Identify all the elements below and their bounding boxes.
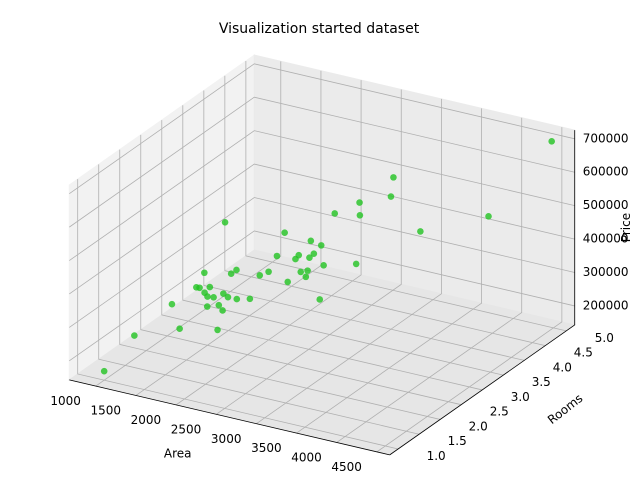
grid-line [69, 96, 575, 228]
y-tick-label: 1.0 [427, 449, 446, 463]
y-axis [389, 324, 575, 456]
grid-line [245, 61, 567, 332]
point [320, 262, 327, 269]
point [281, 229, 288, 237]
point [246, 295, 254, 303]
point [176, 325, 183, 333]
y-tick-label: 3.5 [532, 375, 551, 389]
point [310, 250, 318, 258]
point [201, 269, 208, 277]
point [214, 326, 221, 334]
point [304, 267, 311, 274]
point [297, 268, 305, 276]
point [131, 332, 138, 339]
point [387, 193, 395, 200]
grid-line [119, 149, 441, 420]
point [233, 295, 241, 303]
point [284, 278, 292, 286]
x-tick-label: 4500 [331, 460, 362, 474]
grid-line [336, 117, 523, 443]
x-tick-label: 3500 [251, 441, 282, 455]
z-tick-label: 200000 [583, 298, 629, 312]
point [356, 211, 364, 219]
point [221, 218, 229, 226]
y-axis-label: Rooms [545, 391, 585, 427]
point [215, 301, 223, 309]
grid-line [256, 98, 442, 425]
z-tick-label: 700000 [583, 131, 629, 145]
point [100, 367, 108, 375]
y-tick-label: 2.0 [469, 419, 488, 433]
grid-line [69, 230, 575, 362]
point [485, 213, 492, 220]
y-tick-label: 2.5 [490, 405, 509, 419]
grid-line [182, 105, 504, 376]
z-tick-label: 400000 [583, 232, 629, 246]
grid-line [98, 164, 420, 435]
grid-line [296, 108, 482, 434]
point [316, 296, 324, 303]
point [317, 242, 325, 249]
x-axis-label: Area [164, 446, 192, 460]
z-tick-label: 300000 [583, 265, 629, 279]
point [196, 284, 203, 292]
point [203, 303, 211, 310]
z-tick-label: 600000 [583, 165, 629, 179]
point [302, 273, 310, 281]
point [548, 138, 555, 145]
grid-line [376, 127, 563, 453]
point [265, 268, 272, 276]
x-axis [69, 379, 390, 456]
point [201, 289, 208, 296]
y-tick-label: 3.0 [511, 390, 530, 404]
x-tick-label: 1000 [50, 394, 81, 408]
point [417, 228, 424, 235]
grid-line [69, 197, 575, 328]
point [168, 300, 176, 308]
grid-line [69, 63, 575, 195]
y-tick-label: 4.5 [574, 346, 593, 360]
grid-line [224, 75, 546, 347]
grid-line [69, 130, 575, 261]
grid-line [203, 90, 525, 361]
grid-line [77, 179, 399, 450]
x-tick-label: 4000 [291, 451, 322, 465]
y-tick-label: 5.0 [595, 331, 614, 345]
x-tick-label: 3000 [211, 432, 242, 446]
point [356, 199, 363, 206]
point [352, 260, 360, 268]
point [273, 252, 281, 260]
point [295, 251, 303, 259]
grid-line [161, 120, 483, 391]
y-tick-label: 4.0 [553, 360, 572, 374]
grid-line [175, 80, 362, 406]
z-tick-label: 500000 [583, 198, 629, 212]
z-axis-label: Price [619, 213, 633, 242]
grid-line [95, 61, 282, 387]
point [331, 210, 339, 217]
point [210, 293, 217, 301]
point [233, 266, 240, 274]
point [206, 283, 214, 291]
point [306, 254, 313, 261]
x-tick-label: 2500 [171, 422, 202, 436]
y-tick-label: 1.5 [448, 434, 467, 448]
point [390, 174, 397, 181]
point [227, 270, 235, 278]
grid-line [216, 89, 402, 415]
point [219, 307, 226, 314]
point [220, 290, 227, 297]
point [307, 237, 315, 245]
x-tick-label: 1500 [90, 404, 121, 418]
grid-line [140, 134, 462, 406]
x-tick-label: 2000 [131, 413, 162, 427]
grid-line [69, 163, 575, 295]
point [224, 293, 232, 301]
chart-title: Visualization started dataset [219, 21, 420, 37]
point [256, 272, 264, 279]
